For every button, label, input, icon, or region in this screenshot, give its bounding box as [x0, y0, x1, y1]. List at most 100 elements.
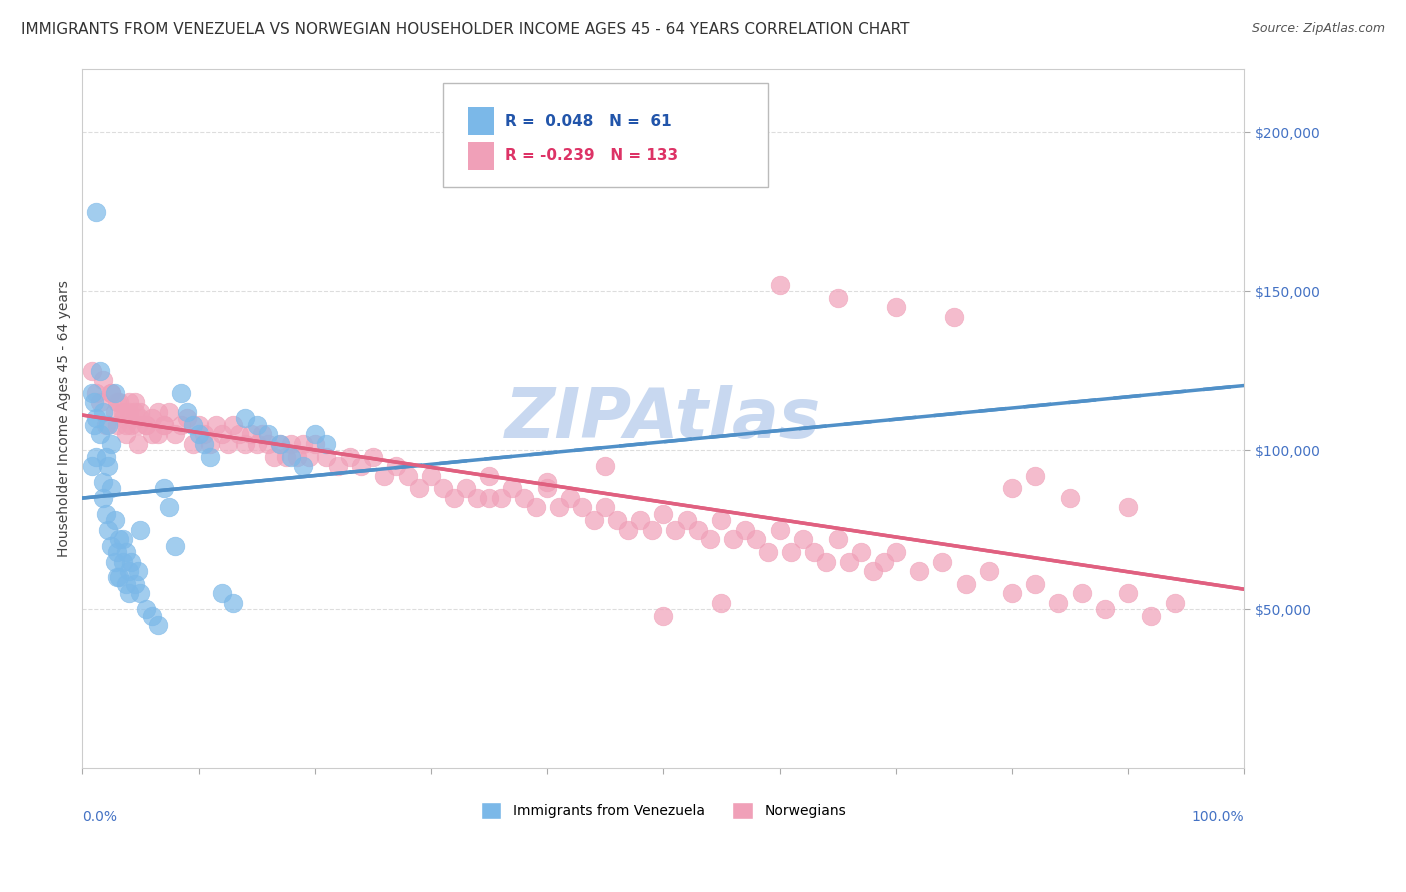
Point: [115, 417, 138, 432]
Point: [246, 417, 269, 432]
Point: [187, 427, 209, 442]
Bar: [468, 142, 494, 170]
Point: [350, 459, 373, 474]
Point: [217, 437, 239, 451]
Point: [176, 411, 198, 425]
Point: [233, 411, 256, 425]
Point: [443, 491, 465, 505]
Point: [803, 545, 825, 559]
Point: [524, 500, 547, 515]
Text: 100.0%: 100.0%: [1192, 810, 1244, 824]
Point: [641, 523, 664, 537]
Point: [664, 523, 686, 537]
Point: [84, 204, 107, 219]
Point: [100, 386, 122, 401]
Point: [252, 427, 274, 442]
Point: [187, 417, 209, 432]
Point: [838, 555, 860, 569]
Point: [1024, 576, 1046, 591]
Point: [675, 513, 697, 527]
Point: [120, 555, 142, 569]
Point: [1094, 602, 1116, 616]
Point: [478, 491, 501, 505]
Point: [326, 459, 349, 474]
Point: [849, 545, 872, 559]
Point: [135, 602, 157, 616]
Point: [827, 533, 849, 547]
Point: [721, 533, 744, 547]
Point: [94, 417, 117, 432]
Point: [120, 417, 142, 432]
FancyBboxPatch shape: [443, 83, 768, 187]
Point: [756, 545, 779, 559]
Point: [91, 491, 114, 505]
Point: [104, 513, 127, 527]
Point: [105, 570, 128, 584]
Point: [239, 427, 262, 442]
Point: [292, 437, 315, 451]
Point: [211, 586, 233, 600]
Point: [127, 564, 149, 578]
Point: [129, 411, 152, 425]
Point: [1001, 586, 1024, 600]
Y-axis label: Householder Income Ages 45 - 64 years: Householder Income Ages 45 - 64 years: [58, 280, 72, 557]
Point: [94, 450, 117, 464]
Point: [105, 545, 128, 559]
Point: [768, 523, 790, 537]
Point: [193, 437, 215, 451]
Point: [304, 437, 326, 451]
Point: [111, 533, 134, 547]
Point: [170, 417, 193, 432]
Text: ZIPAtlas: ZIPAtlas: [505, 384, 821, 452]
Point: [652, 507, 675, 521]
Point: [146, 618, 169, 632]
Point: [339, 450, 361, 464]
Point: [84, 450, 107, 464]
Point: [111, 555, 134, 569]
Point: [536, 481, 558, 495]
Point: [146, 405, 169, 419]
Point: [1116, 586, 1139, 600]
Legend: Immigrants from Venezuela, Norwegians: Immigrants from Venezuela, Norwegians: [475, 797, 852, 824]
Point: [104, 405, 127, 419]
Point: [118, 586, 141, 600]
Point: [977, 564, 1000, 578]
Point: [233, 437, 256, 451]
Point: [97, 459, 120, 474]
Point: [135, 417, 157, 432]
Point: [285, 450, 308, 464]
Point: [89, 427, 111, 442]
Point: [942, 310, 965, 324]
Point: [699, 533, 721, 547]
Point: [115, 545, 138, 559]
Text: IMMIGRANTS FROM VENEZUELA VS NORWEGIAN HOUSEHOLDER INCOME AGES 45 - 64 YEARS COR: IMMIGRANTS FROM VENEZUELA VS NORWEGIAN H…: [21, 22, 910, 37]
Point: [257, 437, 280, 451]
Point: [135, 417, 157, 432]
Bar: [468, 107, 494, 135]
Point: [198, 437, 221, 451]
Point: [152, 417, 174, 432]
Point: [827, 291, 849, 305]
Point: [176, 405, 198, 419]
Point: [269, 437, 291, 451]
Point: [454, 481, 477, 495]
Point: [513, 491, 536, 505]
Point: [152, 481, 174, 495]
Point: [84, 411, 107, 425]
Point: [873, 555, 896, 569]
Point: [100, 539, 122, 553]
Point: [315, 437, 337, 451]
Point: [108, 395, 131, 409]
Point: [1024, 468, 1046, 483]
Point: [115, 427, 138, 442]
Point: [127, 437, 149, 451]
Point: [115, 576, 138, 591]
Point: [111, 405, 134, 419]
Point: [571, 500, 593, 515]
Point: [118, 395, 141, 409]
Point: [97, 523, 120, 537]
Point: [129, 586, 152, 600]
Point: [124, 395, 146, 409]
Point: [124, 576, 146, 591]
Point: [246, 437, 269, 451]
